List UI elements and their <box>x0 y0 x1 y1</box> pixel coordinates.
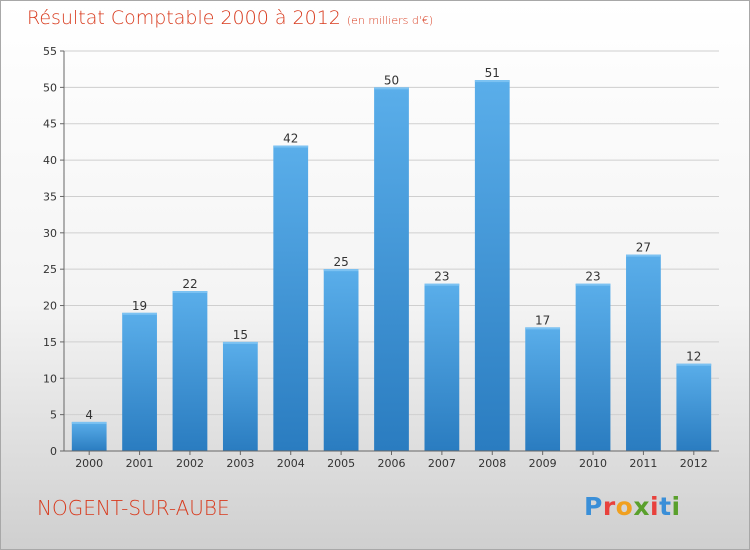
bar-highlight <box>122 312 157 315</box>
x-tick-label: 2007 <box>428 457 456 470</box>
bar-value-label: 12 <box>686 350 701 364</box>
bar-value-label: 23 <box>585 270 600 284</box>
logo-letter: i <box>650 492 660 521</box>
bar <box>424 283 460 451</box>
bar <box>374 87 409 451</box>
x-tick-label: 2005 <box>327 457 355 470</box>
logo-letter: t <box>659 492 672 521</box>
bar <box>575 283 611 451</box>
y-tick-label: 20 <box>43 300 57 313</box>
x-tick-label: 2002 <box>176 457 204 470</box>
y-axis: 0 5 10 15 20 25 30 35 40 45 50 55 <box>43 45 719 458</box>
bar-highlight <box>172 291 208 293</box>
y-tick-label: 15 <box>43 336 57 349</box>
bar-value-label: 42 <box>283 132 298 146</box>
bar-highlight <box>474 80 510 83</box>
bar-highlight <box>323 269 359 272</box>
chart-title: Résultat Comptable 2000 à 2012 (en millie… <box>27 7 433 29</box>
bar-highlight <box>525 327 561 330</box>
x-tick-label: 2010 <box>579 457 607 470</box>
value-labels: 4 19 22 15 42 25 50 23 51 17 23 27 12 <box>85 66 701 422</box>
x-tick-label: 2000 <box>75 457 103 470</box>
bar-value-label: 27 <box>636 241 651 255</box>
x-tick-label: 2001 <box>126 457 154 470</box>
y-tick-label: 55 <box>43 45 57 58</box>
x-tick-label: 2012 <box>680 457 708 470</box>
logo-letter: o <box>615 492 634 521</box>
bar-value-label: 17 <box>535 313 550 327</box>
bar <box>474 80 510 451</box>
bar <box>222 341 258 451</box>
logo-letter: x <box>633 492 650 521</box>
commune-name: NOGENT-SUR-AUBE <box>37 496 230 520</box>
bar-highlight <box>676 363 712 366</box>
bar-value-label: 19 <box>132 299 147 313</box>
x-tick-label: 2004 <box>277 457 305 470</box>
bars <box>71 80 712 451</box>
x-tick-label: 2003 <box>226 457 254 470</box>
logo-letter: i <box>671 492 681 521</box>
bar <box>172 291 208 451</box>
bar-value-label: 25 <box>333 255 348 269</box>
bar <box>71 421 107 451</box>
y-tick-label: 25 <box>43 263 57 276</box>
bar <box>122 312 157 451</box>
proxiti-logo: Proxiti <box>584 492 681 521</box>
chart-subtitle: (en milliers d'€) <box>346 14 434 27</box>
bar-highlight <box>222 341 258 344</box>
bar <box>323 269 359 451</box>
bar-value-label: 15 <box>233 328 248 342</box>
y-tick-label: 0 <box>50 445 57 458</box>
x-tick-label: 2006 <box>378 457 406 470</box>
bar-highlight <box>273 145 309 148</box>
bar-value-label: 22 <box>182 277 197 291</box>
bar-highlight <box>424 283 460 286</box>
y-tick-label: 5 <box>50 409 57 422</box>
y-tick-label: 30 <box>43 227 57 240</box>
x-tick-label: 2009 <box>529 457 557 470</box>
bar-highlight <box>71 421 107 424</box>
bar-value-label: 51 <box>485 66 500 80</box>
y-tick-label: 10 <box>43 372 57 385</box>
bar-highlight <box>575 283 611 286</box>
bar <box>626 254 661 451</box>
y-tick-label: 35 <box>43 190 57 203</box>
chart-title-text: Résultat Comptable 2000 à 2012 <box>27 7 341 29</box>
bar-highlight <box>626 254 661 257</box>
bar-value-label: 4 <box>85 408 93 422</box>
bar <box>676 363 712 451</box>
bar-highlight <box>374 87 409 90</box>
bar-value-label: 23 <box>434 270 449 284</box>
bar <box>273 145 309 451</box>
x-tick-label: 2008 <box>478 457 506 470</box>
x-tick-label: 2011 <box>629 457 657 470</box>
bar <box>525 327 561 451</box>
logo-letter: r <box>602 492 616 521</box>
y-tick-label: 40 <box>43 154 57 167</box>
y-tick-label: 50 <box>43 81 57 94</box>
bar-value-label: 50 <box>384 73 399 87</box>
logo-letter: P <box>584 492 603 521</box>
x-axis: 2000 2001 2002 2003 2004 2005 2006 2007 2008 2009… <box>75 451 708 470</box>
y-tick-label: 45 <box>43 118 57 131</box>
